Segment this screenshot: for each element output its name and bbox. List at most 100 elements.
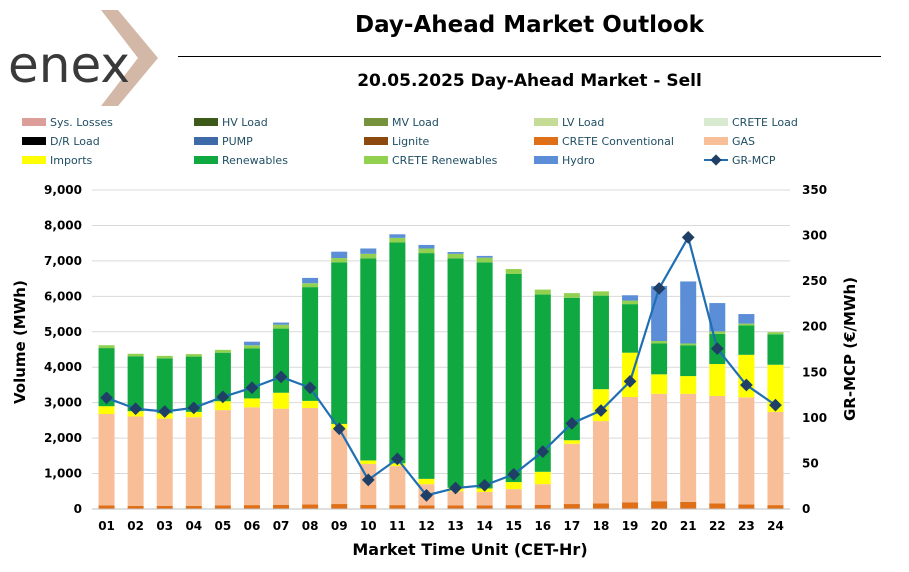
y2-tick-label: 0: [802, 502, 810, 516]
bar-renewables: [505, 274, 522, 483]
x-tick-label: 02: [127, 519, 144, 533]
legend-item-crete-load: CRETE Load: [704, 115, 798, 129]
mcp-point: [681, 231, 695, 244]
bar-gas: [331, 429, 348, 505]
y-tick-label: 3,000: [44, 396, 82, 410]
legend-item-lignite: Lignite: [364, 134, 429, 148]
x-tick-label: 24: [767, 519, 784, 533]
mcp-point: [391, 452, 404, 466]
enex-logo: enex: [8, 10, 158, 106]
legend-label: MV Load: [392, 115, 439, 129]
x-tick-label: 13: [447, 519, 464, 533]
y-axis-label: Volume (MWh): [11, 280, 29, 404]
legend-item-crete-renewables: CRETE Renewables: [364, 153, 497, 167]
y-tick-label: 7,000: [44, 254, 82, 268]
bar-imports: [680, 376, 697, 394]
mcp-point: [216, 390, 230, 404]
legend-label: Lignite: [392, 134, 430, 148]
x-tick-label: 05: [215, 519, 232, 533]
bar-crete-renewables: [476, 257, 493, 263]
x-tick-label: 14: [476, 519, 493, 533]
bar-imports: [534, 471, 551, 485]
bar-renewables: [767, 334, 784, 365]
legend-item-mcp: GR-MCP: [704, 153, 776, 167]
legend-swatch: [22, 118, 46, 126]
bar-hydro: [389, 234, 406, 238]
legend-swatch: [194, 137, 218, 145]
bar-crete-renewables: [651, 340, 668, 344]
x-tick-label: 18: [593, 519, 610, 533]
title-divider: [178, 56, 881, 57]
y2-tick-label: 200: [802, 320, 827, 334]
bar-renewables: [447, 258, 464, 488]
mcp-point: [449, 481, 462, 495]
bar-renewables: [738, 325, 755, 355]
legend-item-sys-losses: Sys. Losses: [22, 115, 113, 129]
legend-swatch: [534, 156, 558, 164]
bar-renewables: [563, 297, 580, 441]
bar-hydro: [447, 252, 464, 254]
y-tick-label: 1,000: [44, 467, 82, 481]
bar-crete-conventional: [709, 503, 726, 509]
bar-imports: [709, 364, 726, 396]
bar-imports: [214, 401, 231, 411]
x-tick-label: 19: [622, 519, 639, 533]
bar-renewables: [302, 287, 319, 401]
legend-label: GR-MCP: [732, 153, 776, 167]
bar-gas: [738, 397, 755, 505]
y-tick-label: 5,000: [44, 325, 82, 339]
bar-hydro: [680, 281, 697, 344]
bar-gas: [767, 411, 784, 506]
bar-crete-conventional: [185, 505, 202, 509]
legend-label: Sys. Losses: [50, 115, 113, 129]
bar-gas: [680, 393, 697, 502]
bar-gas: [709, 395, 726, 504]
chart-legend: Sys. Losses HV Load MV Load LV Load CRETE Lo…: [22, 115, 882, 173]
legend-label: GAS: [732, 134, 756, 148]
bar-gas: [185, 417, 202, 506]
bar-hydro: [302, 277, 319, 284]
y-tick-label: 4,000: [44, 360, 82, 374]
mcp-point: [158, 405, 172, 418]
bar-renewables: [185, 356, 202, 412]
legend-swatch: [364, 118, 388, 126]
bar-renewables: [418, 253, 435, 479]
legend-swatch: [22, 137, 46, 145]
x-tick-label: 04: [185, 519, 202, 533]
bar-crete-renewables: [127, 353, 144, 357]
bar-imports: [505, 482, 522, 490]
y2-tick-label: 100: [802, 411, 827, 425]
bar-crete-renewables: [680, 343, 697, 346]
bar-crete-conventional: [592, 503, 609, 509]
y-tick-label: 2,000: [44, 431, 82, 445]
bar-hydro: [360, 248, 377, 254]
bar-crete-conventional: [534, 504, 551, 509]
bar-crete-renewables: [622, 300, 639, 305]
bar-crete-conventional: [767, 505, 784, 509]
x-tick-label: 09: [331, 519, 348, 533]
page-title: Day-Ahead Market Outlook: [355, 12, 704, 38]
bar-renewables: [680, 345, 697, 377]
bar-crete-conventional: [127, 505, 144, 509]
bar-crete-renewables: [767, 332, 784, 335]
bar-gas: [476, 491, 493, 506]
bar-crete-renewables: [156, 355, 173, 359]
legend-label: Imports: [50, 153, 93, 167]
bar-crete-conventional: [302, 504, 319, 509]
bar-crete-renewables: [709, 331, 726, 334]
legend-swatch: [534, 118, 558, 126]
mcp-point: [187, 401, 201, 415]
x-tick-label: 15: [505, 519, 522, 533]
bar-hydro: [476, 255, 493, 258]
bar-gas: [243, 407, 260, 506]
legend-swatch: [534, 137, 558, 145]
x-axis-label: Market Time Unit (CET-Hr): [352, 540, 588, 559]
bar-crete-renewables: [534, 289, 551, 295]
bar-imports: [273, 392, 290, 409]
bar-gas: [156, 418, 173, 506]
mcp-point: [420, 488, 433, 502]
bar-crete-renewables: [563, 293, 580, 298]
bar-hydro: [709, 303, 726, 332]
bar-imports: [185, 411, 202, 418]
